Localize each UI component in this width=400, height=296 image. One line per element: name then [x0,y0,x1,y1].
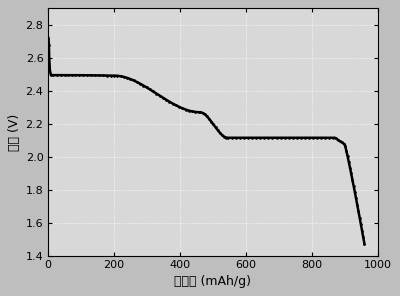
Y-axis label: 电压 (V): 电压 (V) [8,113,21,151]
X-axis label: 比容量 (mAh/g): 比容量 (mAh/g) [174,275,252,288]
